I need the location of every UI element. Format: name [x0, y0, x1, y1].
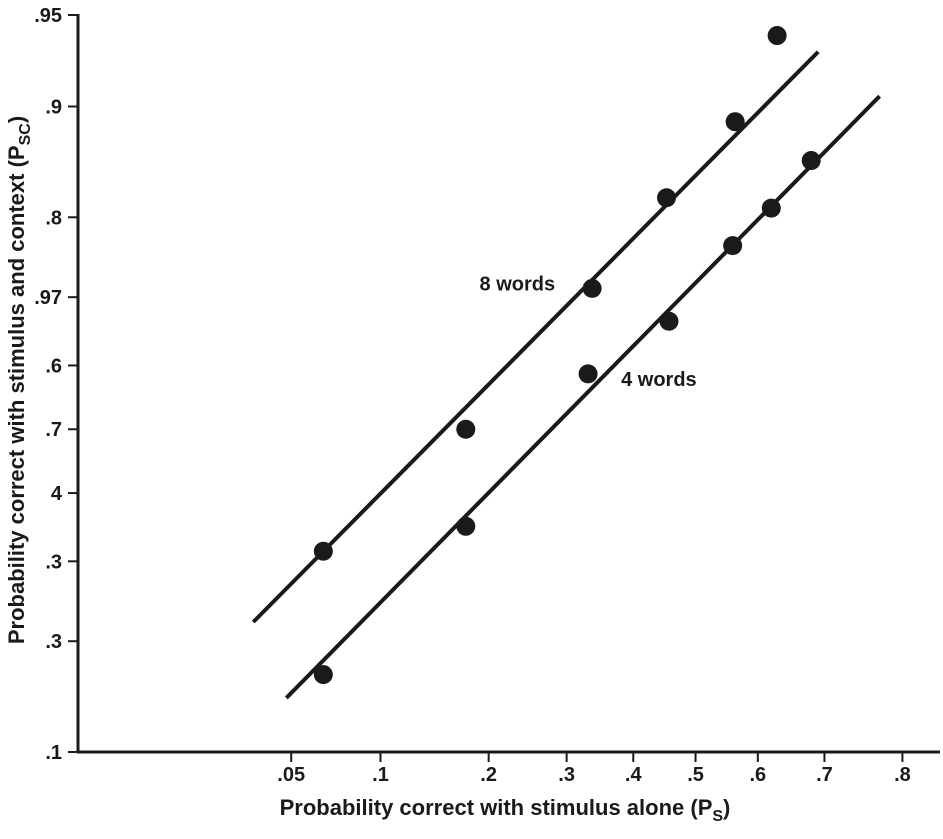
data-point	[723, 236, 743, 256]
series-label: 8 words	[480, 273, 556, 295]
data-point	[313, 665, 333, 685]
data-point	[801, 151, 821, 171]
y-tick-label: .1	[45, 742, 62, 764]
y-tick-label: .3	[45, 631, 62, 653]
y-tick-label: 4	[51, 483, 63, 505]
y-tick-label: .7	[45, 419, 62, 441]
y-tick-label: .9	[45, 96, 62, 118]
data-point	[313, 541, 333, 561]
x-axis-title-text: Probability correct with stimulus alone …	[280, 795, 713, 820]
x-tick-label: .6	[749, 764, 766, 786]
data-point	[725, 112, 745, 132]
data-point	[659, 311, 679, 331]
data-point	[456, 419, 476, 439]
x-tick-label: .05	[277, 764, 305, 786]
data-point	[761, 198, 781, 218]
x-axis-title-end: )	[723, 795, 730, 820]
y-axis-title: Probability correct with stimulus and co…	[4, 116, 34, 644]
y-axis-title-text: Probability correct with stimulus and co…	[4, 145, 29, 644]
x-tick-label: .5	[687, 764, 704, 786]
y-tick-label: .6	[45, 355, 62, 377]
y-tick-label: .8	[45, 207, 62, 229]
x-tick-label: .7	[816, 764, 833, 786]
data-point	[657, 188, 677, 208]
fit-line	[251, 50, 820, 624]
fit-line	[284, 94, 882, 700]
x-tick-label: .8	[894, 764, 911, 786]
x-axis-title-sub: S	[712, 808, 723, 825]
x-tick-label: .3	[558, 764, 575, 786]
data-point	[767, 26, 787, 46]
series-label: 4 words	[621, 369, 697, 391]
y-tick-label: .3	[45, 551, 62, 573]
x-tick-label: .1	[372, 764, 389, 786]
data-point	[578, 364, 598, 384]
x-tick-label: .4	[625, 764, 643, 786]
data-point	[582, 278, 602, 298]
y-axis-title-end: )	[4, 116, 29, 123]
x-axis-title: Probability correct with stimulus alone …	[280, 795, 731, 825]
x-tick-label: .2	[480, 764, 497, 786]
y-tick-label: .95	[34, 5, 62, 27]
y-tick-label: .97	[34, 287, 62, 309]
y-axis-title-sub: SC	[17, 123, 34, 146]
data-point	[456, 516, 476, 536]
